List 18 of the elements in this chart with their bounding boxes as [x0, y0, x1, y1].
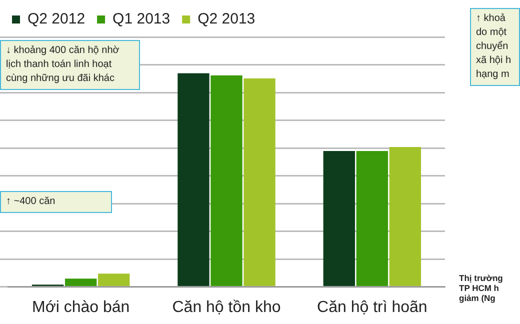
bar — [323, 151, 355, 286]
legend-label: Q1 2013 — [112, 10, 170, 28]
legend-label: Q2 2013 — [198, 10, 256, 28]
x-tick-label: Căn hộ tồn kho — [172, 298, 281, 316]
bar — [178, 73, 210, 286]
bar — [244, 78, 276, 286]
text: Thị trường TP HCM h giảm (Ng — [459, 273, 504, 303]
legend-label: Q2 2012 — [28, 10, 86, 28]
bar — [210, 75, 242, 286]
x-tick-label: Mới chào bán — [32, 298, 130, 316]
bar — [98, 274, 130, 286]
callout-box: ↑ khoả do một chuyển xã hội h hạng m — [470, 8, 520, 86]
x-tick-label: Căn hộ trì hoãn — [317, 298, 428, 316]
bar — [389, 146, 422, 286]
bar — [64, 278, 97, 286]
bar — [356, 151, 388, 286]
callout-box: ↑ ~400 căn — [0, 191, 112, 213]
callout-box: ↓ khoảng 400 căn hộ nhờ lịch thanh toán linh hoạt cùng những ưu đãi khác — [0, 40, 140, 90]
